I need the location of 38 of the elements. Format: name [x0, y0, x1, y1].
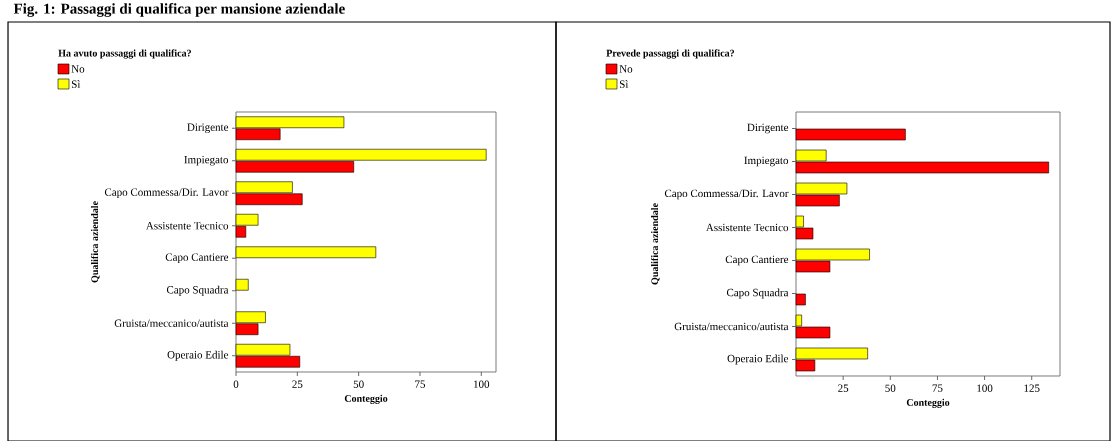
x-tick-label: 50	[353, 380, 364, 388]
y-tick-label: Capo Commessa/Dir. Lavor	[664, 189, 789, 200]
x-tick-label: 75	[932, 384, 943, 392]
legend-label: Sì	[619, 80, 629, 88]
y-axis-title: Qualifica aziendale	[90, 201, 100, 283]
y-tick-label: Assistente Tecnico	[145, 222, 229, 230]
y-tick-label: Capo Commessa/Dir. Lavor	[104, 188, 229, 199]
x-tick-label: 25	[838, 384, 849, 392]
x-tick-label: 100	[474, 380, 490, 388]
legend-title: Prevede passaggi di qualifica?	[606, 49, 735, 59]
y-tick-label: Capo Cantiere	[165, 253, 229, 264]
y-tick-label: Operaio Edile	[167, 350, 229, 361]
y-tick-label: Capo Squadra	[166, 285, 229, 296]
y-tick-label: Impiegato	[184, 155, 229, 166]
x-axis-title: Conteggio	[344, 394, 388, 404]
legend-title: Ha avuto passaggi di qualifica?	[58, 49, 191, 59]
y-tick-label: Capo Squadra	[726, 288, 789, 299]
x-tick-label: 125	[1024, 384, 1040, 392]
y-tick-label: Dirigente	[187, 123, 229, 134]
legend-label: No	[619, 65, 633, 73]
x-tick-label: 50	[885, 384, 896, 392]
bar	[235, 246, 377, 259]
legend-label: No	[71, 65, 85, 73]
x-tick-label: 25	[292, 380, 303, 388]
y-tick-label: Impiegato	[744, 156, 789, 167]
x-tick-label: 100	[977, 384, 993, 392]
y-axis-title: Qualifica aziendale	[650, 203, 660, 285]
y-tick-label: Operaio Edile	[727, 354, 789, 365]
y-tick-label: Gruista/meccanico/autista	[114, 319, 229, 327]
x-tick-label: 0	[233, 380, 239, 388]
legend-label: Sì	[71, 80, 81, 88]
y-tick-label: Gruista/meccanico/autista	[674, 322, 789, 331]
x-axis-title: Conteggio	[906, 398, 950, 408]
y-tick-label: Dirigente	[747, 123, 789, 134]
chart-title: Fig. 1: Passaggi di qualifica per mansione aziendale	[13, 3, 345, 17]
y-tick-label: Assistente Tecnico	[705, 223, 789, 232]
y-tick-label: Capo Cantiere	[725, 255, 789, 266]
x-tick-label: 75	[415, 380, 426, 388]
